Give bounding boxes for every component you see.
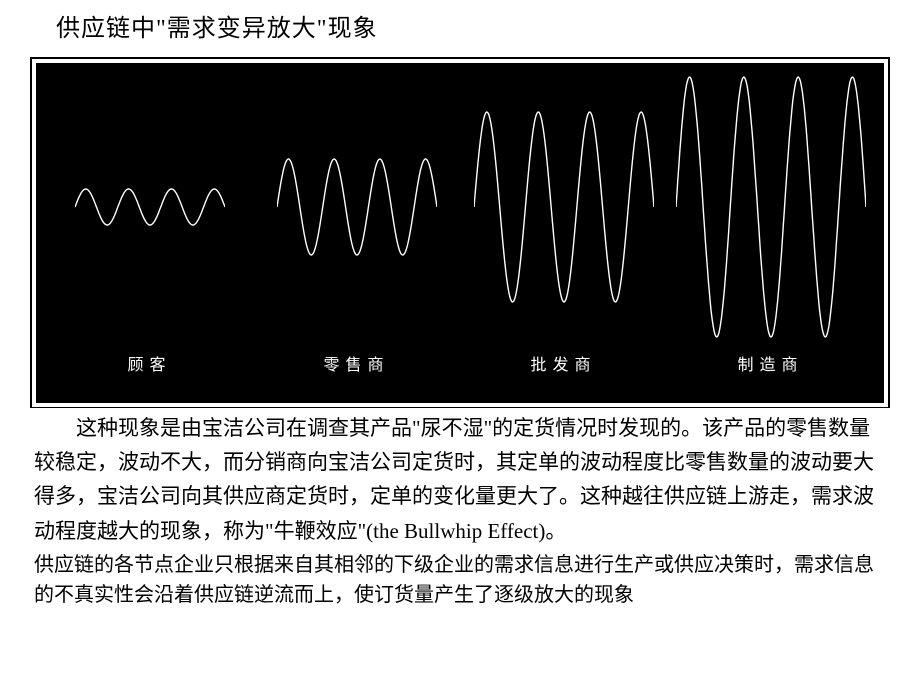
diagram-container: 顾客 零售商 批发商 制造商: [30, 57, 890, 408]
wave-svg-2: [474, 77, 654, 337]
wave-svg-1: [277, 77, 437, 337]
label-customer: 顾客: [46, 351, 253, 375]
page-title: 供应链中"需求变异放大"现象: [0, 0, 920, 43]
wave-customer: [46, 77, 253, 337]
wave-svg-0: [75, 77, 225, 337]
wave-retailer: [253, 77, 460, 337]
paragraph-1: 这种现象是由宝洁公司在调查其产品"尿不湿"的定货情况时发现的。该产品的零售数量较…: [34, 411, 886, 548]
label-retailer: 零售商: [253, 351, 460, 375]
labels-row: 顾客 零售商 批发商 制造商: [36, 351, 884, 403]
bullwhip-diagram: 顾客 零售商 批发商 制造商: [36, 63, 884, 403]
paragraph-2: 供应链的各节点企业只根据来自其相邻的下级企业的需求信息进行生产或供应决策时，需求…: [34, 550, 886, 610]
waves-area: [36, 63, 884, 351]
label-manufacturer: 制造商: [667, 351, 874, 375]
wave-manufacturer: [667, 72, 874, 342]
wave-svg-3: [676, 72, 866, 342]
body-text: 这种现象是由宝洁公司在调查其产品"尿不湿"的定货情况时发现的。该产品的零售数量较…: [0, 408, 920, 610]
label-wholesaler: 批发商: [460, 351, 667, 375]
wave-wholesaler: [460, 77, 667, 337]
